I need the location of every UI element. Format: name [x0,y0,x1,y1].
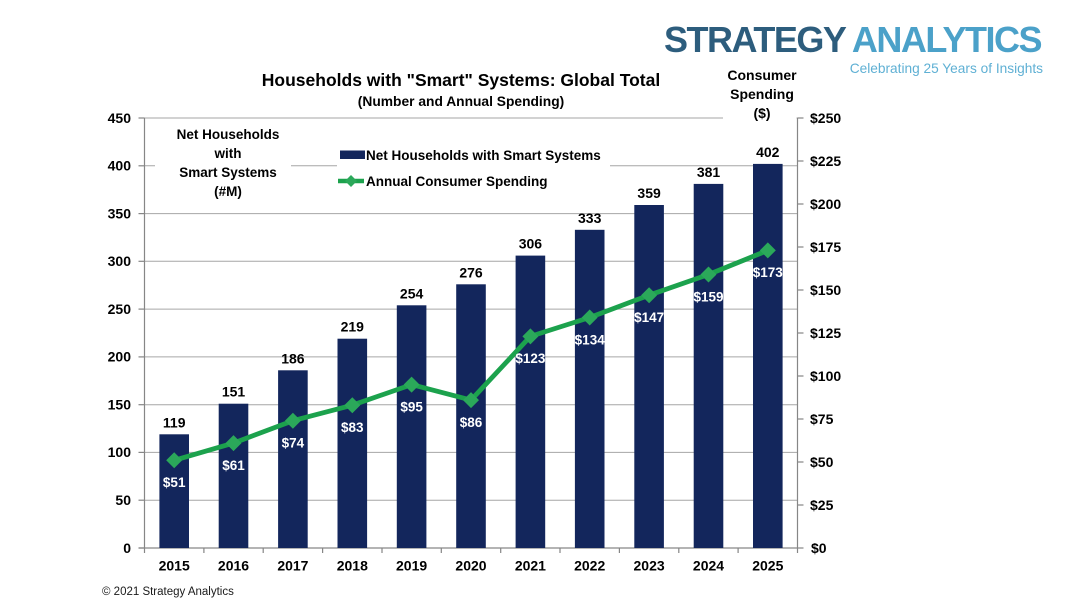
svg-text:$95: $95 [400,399,423,414]
svg-text:2019: 2019 [396,558,427,574]
svg-text:300: 300 [108,253,132,269]
svg-text:306: 306 [519,236,543,252]
svg-text:(Number and Annual Spending): (Number and Annual Spending) [358,94,564,109]
svg-text:151: 151 [222,384,246,400]
svg-text:2021: 2021 [515,558,546,574]
svg-text:50: 50 [115,492,131,508]
svg-text:$147: $147 [634,310,664,325]
svg-text:276: 276 [459,264,483,280]
svg-text:2020: 2020 [455,558,486,574]
svg-text:($): ($) [753,105,770,121]
svg-text:$123: $123 [515,351,546,366]
svg-text:333: 333 [578,210,602,226]
svg-text:Spending: Spending [730,86,794,102]
svg-text:381: 381 [697,164,721,180]
svg-text:© 2021 Strategy Analytics: © 2021 Strategy Analytics [102,586,234,598]
svg-text:$51: $51 [163,475,186,490]
svg-text:Consumer: Consumer [727,67,797,83]
svg-text:$150: $150 [810,282,841,298]
svg-text:Celebrating 25 Years of Insigh: Celebrating 25 Years of Insights [850,61,1043,76]
svg-text:254: 254 [400,285,424,301]
svg-text:2017: 2017 [277,558,308,574]
svg-text:$74: $74 [282,436,305,451]
svg-text:219: 219 [341,319,365,335]
svg-text:2022: 2022 [574,558,605,574]
svg-text:2024: 2024 [693,558,724,574]
svg-text:Net Households: Net Households [177,127,280,142]
svg-text:359: 359 [637,185,661,201]
svg-text:Annual Consumer Spending: Annual Consumer Spending [366,174,548,189]
svg-text:$225: $225 [810,153,841,169]
svg-text:186: 186 [281,350,305,366]
svg-text:450: 450 [108,110,132,126]
svg-text:2016: 2016 [218,558,249,574]
svg-text:Net Households with Smart Syst: Net Households with Smart Systems [366,148,601,163]
svg-text:$173: $173 [753,265,784,280]
svg-text:402: 402 [756,144,780,160]
svg-text:STRATEGY ANALYTICS: STRATEGY ANALYTICS [664,19,1042,60]
svg-text:200: 200 [108,349,132,365]
svg-text:$125: $125 [810,325,841,341]
svg-text:$159: $159 [693,289,723,304]
svg-text:Smart Systems: Smart Systems [179,165,277,180]
svg-text:350: 350 [108,205,132,221]
svg-text:(#M): (#M) [214,184,242,199]
svg-text:$83: $83 [341,420,364,435]
svg-text:2015: 2015 [159,558,190,574]
svg-text:2018: 2018 [337,558,368,574]
svg-text:$25: $25 [810,497,834,513]
svg-text:$0: $0 [811,540,827,556]
svg-text:250: 250 [108,301,132,317]
svg-text:119: 119 [163,414,186,430]
svg-text:with: with [214,146,242,161]
svg-text:150: 150 [108,397,132,413]
svg-text:0: 0 [123,540,131,556]
svg-text:100: 100 [108,444,132,460]
svg-text:$134: $134 [575,332,606,347]
svg-text:$200: $200 [810,196,841,212]
svg-text:$175: $175 [810,239,841,255]
svg-text:$61: $61 [222,458,245,473]
svg-text:Households with "Smart" System: Households with "Smart" Systems: Global … [262,70,660,90]
svg-text:$100: $100 [810,368,841,384]
svg-text:2025: 2025 [752,558,783,574]
svg-text:$250: $250 [810,110,841,126]
svg-text:$75: $75 [810,411,834,427]
svg-text:400: 400 [108,158,132,174]
svg-text:2023: 2023 [634,558,665,574]
svg-text:$50: $50 [810,454,834,470]
svg-text:$86: $86 [460,415,483,430]
